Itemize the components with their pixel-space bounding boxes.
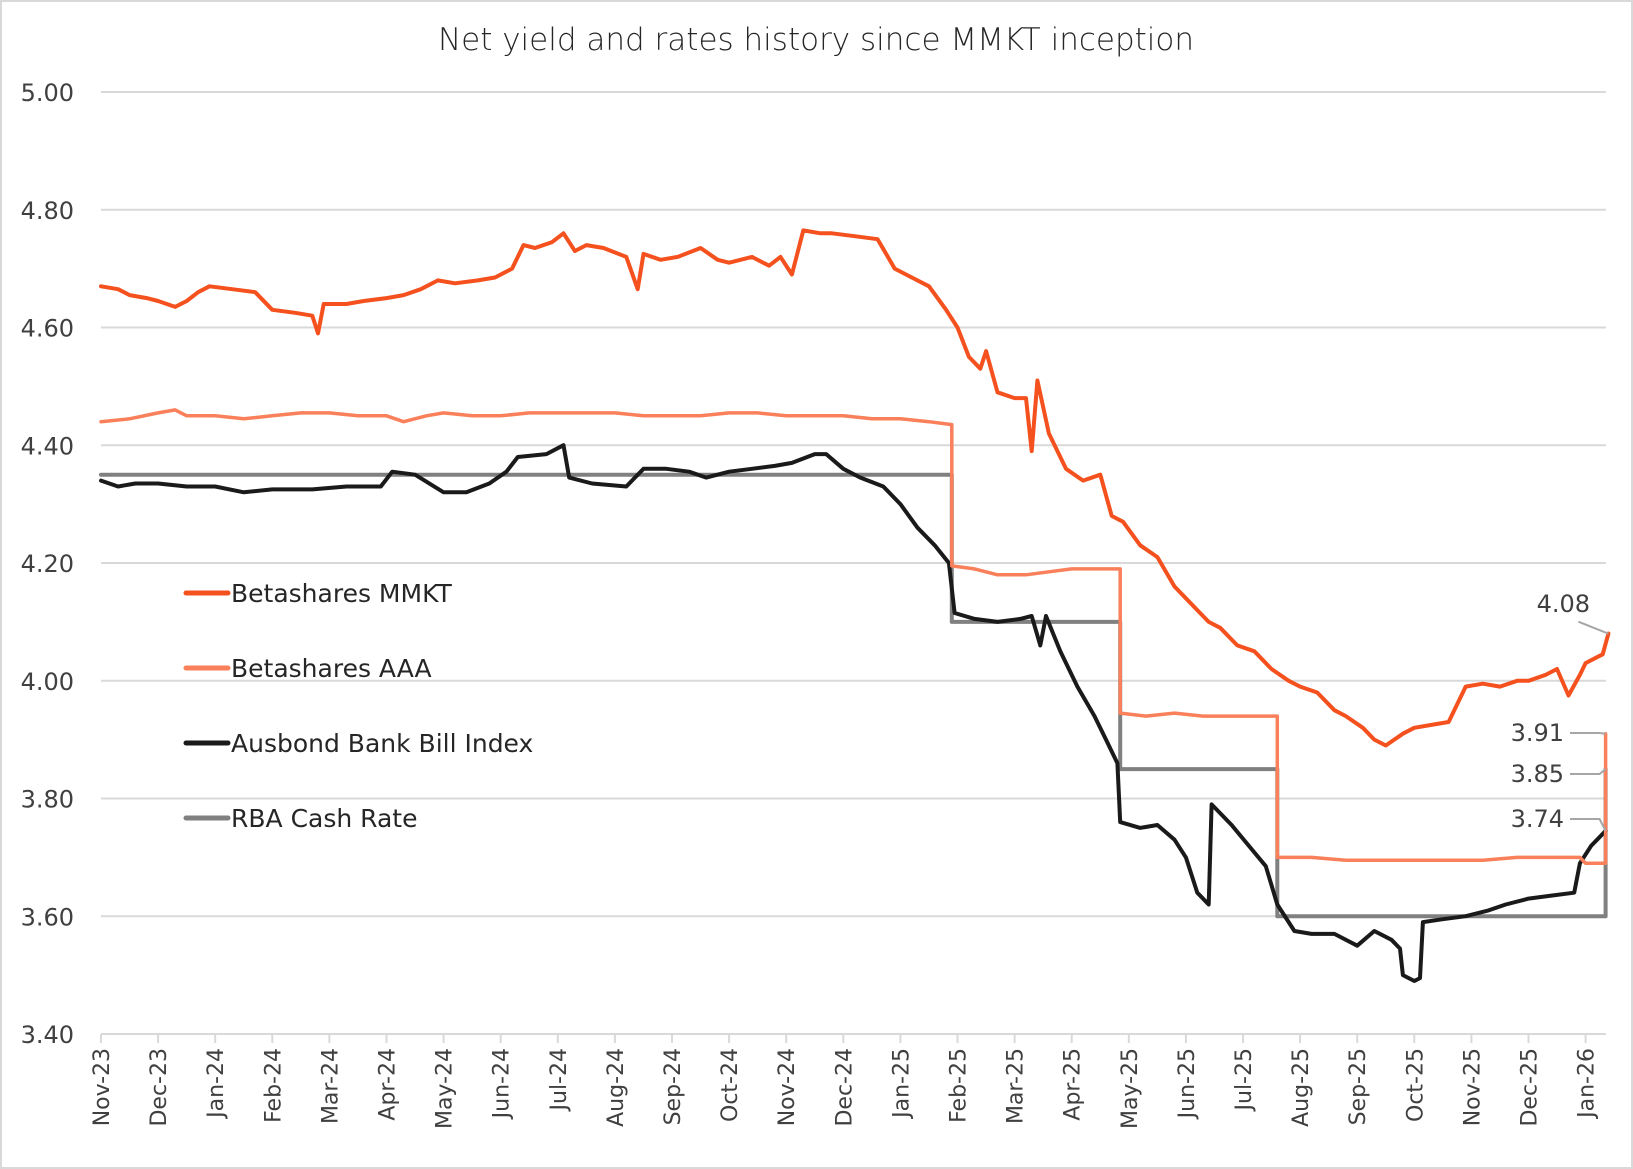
x-axis: Nov-23 Dec-23 Jan-24 Feb-24 Mar-24 Apr-24 May-… (90, 1034, 1600, 1129)
data-labels: 4.08 3.91 3.85 3.74 (1511, 590, 1609, 833)
x-tick-label: Feb-25 (947, 1048, 972, 1123)
gridlines (101, 91, 1606, 1035)
series-line-betashares-mmkt (99, 228, 1611, 748)
legend-item-betashares-aaa: Betashares AAA (183, 654, 432, 683)
series-line-betashares-aaa (99, 408, 1608, 866)
x-tick-label: Sep-24 (661, 1048, 686, 1125)
x-tick-label: Oct-25 (1403, 1048, 1428, 1122)
x-tick-label: Sep-25 (1346, 1048, 1371, 1125)
y-tick-label: 3.60 (21, 903, 74, 931)
series-line-ausbond-bank-bill-index (99, 443, 1608, 983)
y-tick-label: 4.80 (21, 197, 74, 225)
data-label-ausbond-bank-bill-index: 3.74 (1511, 805, 1564, 833)
legend-item-rba-cash-rate: RBA Cash Rate (183, 804, 418, 833)
y-tick-label: 3.40 (21, 1021, 74, 1049)
legend-label: Betashares AAA (231, 654, 432, 683)
data-label-rba-cash-rate: 3.85 (1511, 760, 1564, 788)
x-tick-label: May-24 (433, 1048, 458, 1129)
legend-item-betashares-mmkt: Betashares MMKT (183, 579, 453, 608)
x-tick-label: Aug-24 (604, 1048, 629, 1127)
series-line-rba-cash-rate (99, 472, 1608, 919)
data-label-betashares-mmkt: 4.08 (1537, 590, 1590, 618)
x-tick-label: Jun-24 (490, 1048, 515, 1120)
x-tick-label: Oct-24 (718, 1048, 743, 1122)
x-tick-label: May-25 (1118, 1048, 1143, 1129)
x-tick-label: Jan-24 (204, 1048, 229, 1120)
legend-label: RBA Cash Rate (231, 804, 418, 833)
legend-label: Ausbond Bank Bill Index (231, 729, 533, 758)
x-tick-label: Apr-24 (376, 1048, 401, 1121)
leader-line-betashares-mmkt (1578, 620, 1609, 635)
x-tick-label: Jun-25 (1175, 1048, 1200, 1120)
x-tick-label: Dec-23 (147, 1048, 172, 1127)
x-tick-label: Nov-23 (90, 1048, 115, 1126)
y-tick-label: 4.20 (21, 550, 74, 578)
y-tick-label: 4.60 (21, 315, 74, 343)
x-tick-label: Dec-24 (832, 1048, 857, 1127)
x-tick-label: Aug-25 (1289, 1048, 1314, 1127)
x-tick-label: Nov-25 (1460, 1048, 1485, 1126)
y-tick-label: 5.00 (21, 79, 74, 107)
x-tick-label: Dec-25 (1518, 1048, 1543, 1127)
legend-label: Betashares MMKT (231, 579, 453, 608)
legend-item-ausbond-bank-bill-index: Ausbond Bank Bill Index (183, 729, 533, 758)
x-tick-label: Jul-25 (1232, 1048, 1257, 1112)
leader-line-ausbond-bank-bill-index (1570, 818, 1607, 832)
leader-line-betashares-aaa (1570, 732, 1606, 735)
y-axis: 5.00 4.80 4.60 4.40 4.20 4.00 3.80 3.60 3.40 (21, 79, 74, 1049)
x-tick-label: Mar-24 (318, 1048, 343, 1124)
x-tick-label: Nov-24 (775, 1048, 800, 1126)
y-tick-label: 3.80 (21, 786, 74, 814)
x-tick-label: Jan-25 (889, 1048, 914, 1120)
chart-title: Net yield and rates history since MMKT i… (438, 22, 1194, 58)
x-tick-label: Feb-24 (261, 1048, 286, 1123)
data-label-betashares-aaa: 3.91 (1511, 719, 1564, 747)
x-tick-label: Apr-25 (1061, 1048, 1086, 1121)
x-tick-label: Jul-24 (547, 1048, 572, 1112)
series-lines (99, 228, 1611, 983)
leader-line-rba-cash-rate (1570, 768, 1607, 775)
x-tick-label: Jan-26 (1575, 1048, 1600, 1120)
y-tick-label: 4.00 (21, 668, 74, 696)
y-tick-label: 4.40 (21, 432, 74, 460)
legend: Betashares MMKT Betashares AAA Ausbond Ban… (183, 579, 533, 833)
x-tick-label: Mar-25 (1004, 1048, 1029, 1124)
